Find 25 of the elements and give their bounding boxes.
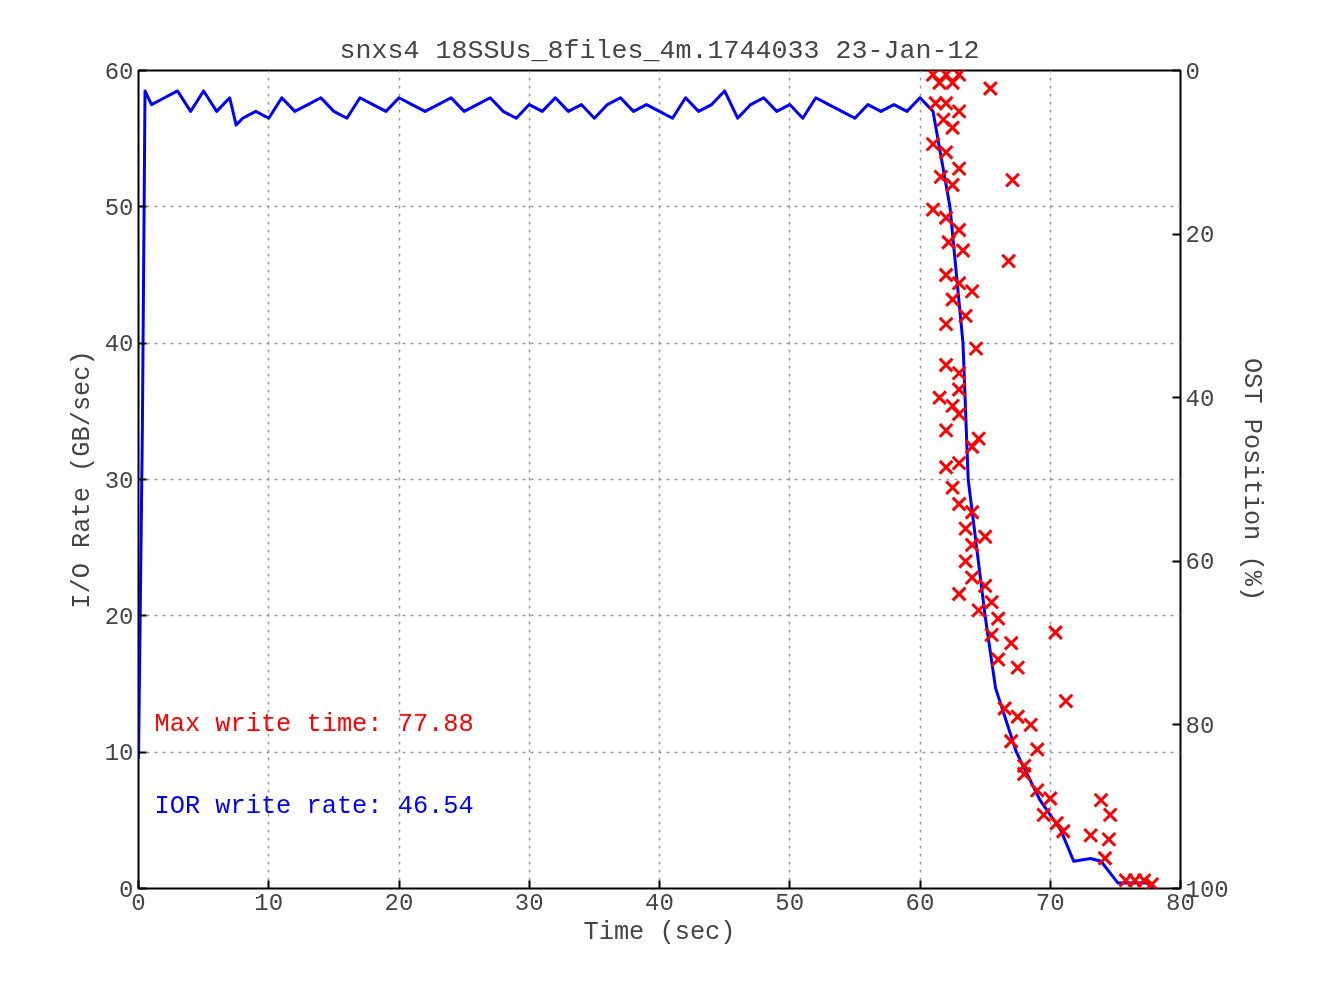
x-tick-label: 30 xyxy=(514,889,544,917)
y2-tick-label: 60 xyxy=(1185,549,1215,577)
y2-tick-label: 0 xyxy=(1185,58,1200,86)
y-tick-label: 50 xyxy=(104,194,134,222)
x-tick-label: 50 xyxy=(775,889,805,917)
y-axis-title: I/O Rate (GB/sec) xyxy=(67,350,97,609)
x-axis-title: Time (sec) xyxy=(583,917,736,947)
y2-axis-title: OST Position (%) xyxy=(1236,357,1266,602)
x-tick-label: 60 xyxy=(905,889,935,917)
y2-tick-label: 20 xyxy=(1185,222,1215,250)
annotation: Max write time: 77.88 xyxy=(154,709,474,739)
line-series xyxy=(138,89,1155,889)
x-tick-label: 20 xyxy=(384,889,414,917)
y-tick-label: 60 xyxy=(104,58,134,86)
x-tick-label: 10 xyxy=(254,889,284,917)
y-tick-label: 40 xyxy=(104,331,134,359)
y-tick-label: 20 xyxy=(104,603,134,631)
y-tick-label: 30 xyxy=(104,467,134,495)
y2-tick-label: 40 xyxy=(1185,385,1215,413)
y-tick-label: 10 xyxy=(104,740,134,768)
annotation: IOR write rate: 46.54 xyxy=(154,791,474,821)
chart-title: snxs4 18SSUs_8files_4m.1744033 23-Jan-12 xyxy=(339,35,980,66)
y2-tick-label: 80 xyxy=(1185,712,1215,740)
x-tick-label: 70 xyxy=(1035,889,1065,917)
x-tick-label: 40 xyxy=(645,889,674,917)
